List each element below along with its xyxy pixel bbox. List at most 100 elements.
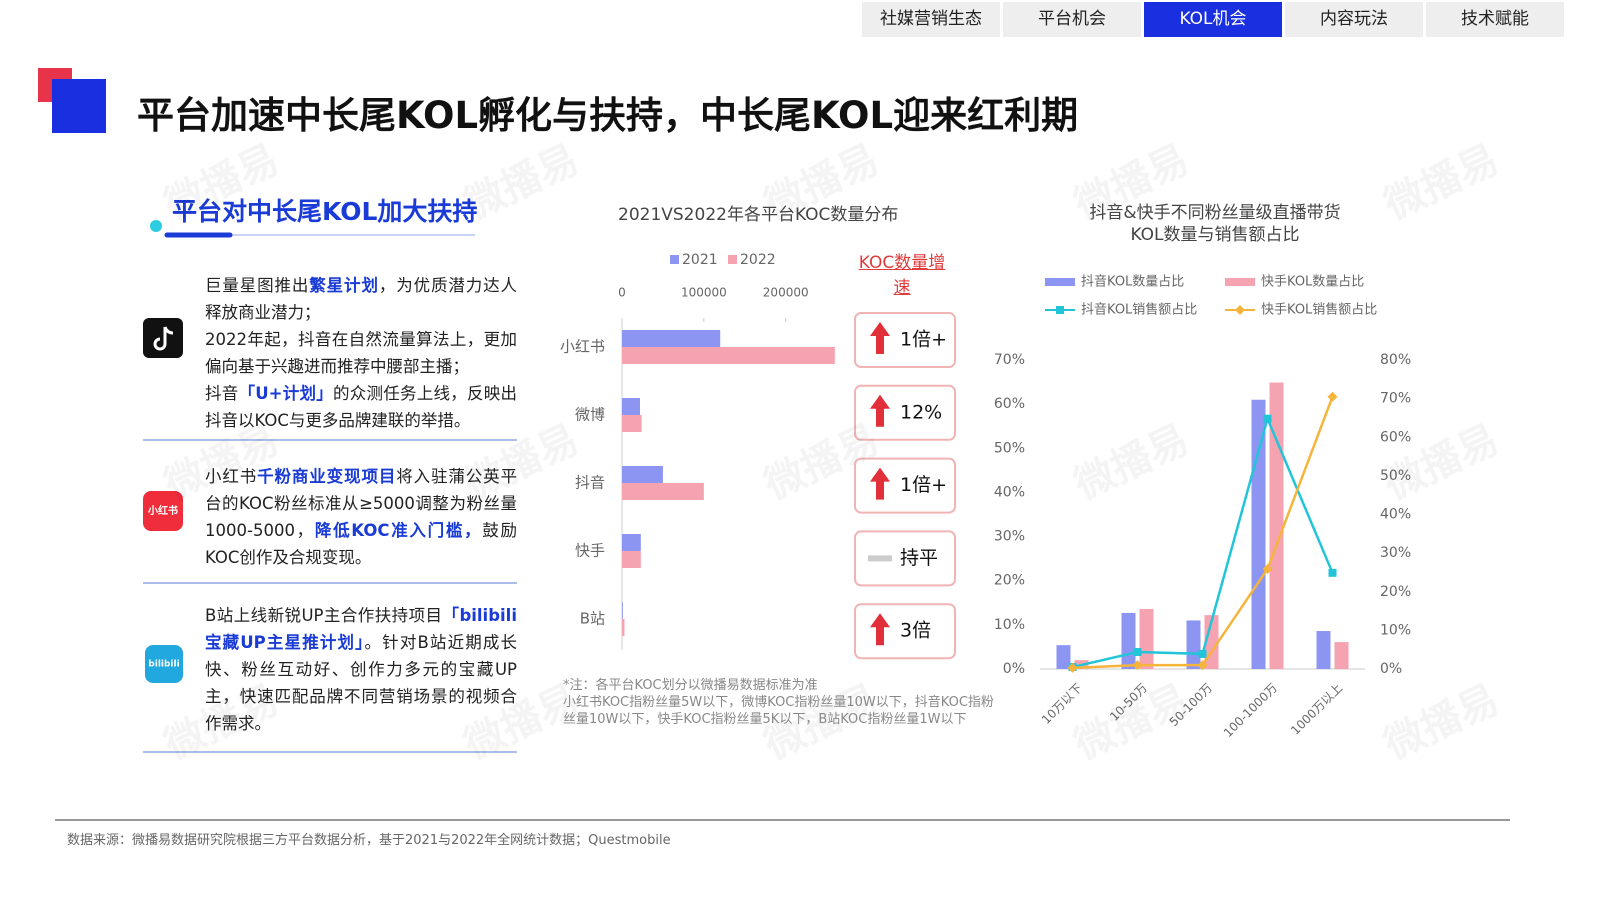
text-run: 繁星计划 bbox=[309, 276, 379, 295]
legend-label: 抖音KOL销售额占比 bbox=[1081, 302, 1197, 318]
text-run: 的众测任务上线，反映出抖音以KOC与更多品牌建联的举措。 bbox=[205, 384, 518, 430]
bar bbox=[622, 534, 641, 551]
marker bbox=[1263, 414, 1272, 423]
text-run: B站上线新锐UP主合作扶持项目 bbox=[205, 606, 443, 625]
y-tick-label: 70% bbox=[994, 352, 1025, 368]
text-run: 「bilibili宝藏UP主星推计划」 bbox=[205, 606, 517, 652]
y2-tick-label: 60% bbox=[1380, 429, 1411, 445]
growth-label: 1倍+ bbox=[900, 329, 947, 351]
text-run: 小红书 bbox=[205, 467, 258, 486]
up-arrow bbox=[870, 613, 890, 646]
nav-tab[interactable]: 社媒营销生态 bbox=[862, 2, 1000, 37]
x-tick-label: 200000 bbox=[763, 286, 809, 300]
text-run: 千粉商业变现项目 bbox=[257, 467, 397, 486]
item-text: 小红书千粉商业变现项目将入驻蒲公英平台的KOC粉丝标准从≥5000调整为粉丝量1… bbox=[205, 463, 517, 571]
legend-label: 快手KOL数量占比 bbox=[1261, 275, 1364, 290]
bar bbox=[622, 619, 625, 636]
text-run: 降低KOC准入门槛， bbox=[314, 521, 483, 540]
category-label: 小红书 bbox=[560, 338, 605, 356]
chart-title: 抖音&快手不同粉丝量级直播带货KOL数量与销售额占比 bbox=[1089, 203, 1341, 245]
text-run: 抖音 bbox=[205, 384, 239, 403]
marker bbox=[1198, 649, 1207, 658]
marker bbox=[1067, 662, 1078, 673]
chart-title: 2021VS2022年各平台KOC数量分布 bbox=[618, 205, 899, 225]
x-tick-label: 100-1000万 bbox=[1221, 681, 1280, 740]
up-arrow bbox=[870, 322, 890, 354]
item-text: B站上线新锐UP主合作扶持项目「bilibili宝藏UP主星推计划」。针对B站近… bbox=[205, 602, 517, 737]
marker bbox=[1056, 306, 1064, 314]
note: *注：各平台KOC划分以微播易数据标准为准 bbox=[563, 678, 818, 693]
bar bbox=[622, 483, 704, 500]
growth-label: 1倍+ bbox=[900, 474, 947, 496]
text-run: 。针对B站近期成长快、粉丝互动好、创作力多元的宝藏UP主，快速匹配品牌不同营销场… bbox=[205, 633, 517, 733]
bili-icon bbox=[145, 645, 183, 683]
y-tick-label: 10% bbox=[994, 617, 1025, 633]
marker bbox=[1262, 563, 1273, 574]
up-arrow bbox=[870, 467, 890, 500]
y-tick-label: 0% bbox=[1003, 661, 1025, 677]
item-text: 巨量星图推出繁星计划，为优质潜力达人释放商业潜力； 2022年起，抖音在自然流量算… bbox=[205, 272, 517, 434]
x-tick-label: 100000 bbox=[681, 286, 727, 300]
category-label: 微博 bbox=[575, 406, 605, 424]
legend-label: 2021 bbox=[682, 252, 718, 268]
icon-label: bilibili bbox=[148, 660, 179, 670]
y2-tick-label: 50% bbox=[1380, 468, 1411, 484]
nav-tab[interactable]: 内容玩法 bbox=[1285, 2, 1423, 37]
bar bbox=[1334, 642, 1349, 669]
growth-label: 12% bbox=[900, 401, 942, 423]
paragraph: 抖音「U+计划」的众测任务上线，反映出抖音以KOC与更多品牌建联的举措。 bbox=[205, 380, 517, 434]
y-tick-label: 60% bbox=[994, 396, 1025, 412]
y2-tick-label: 20% bbox=[1380, 584, 1411, 600]
growth-title: KOC数量增速 bbox=[858, 253, 946, 298]
paragraph: B站上线新锐UP主合作扶持项目「bilibili宝藏UP主星推计划」。针对B站近… bbox=[205, 602, 517, 737]
legend-label: 抖音KOL数量占比 bbox=[1081, 274, 1184, 290]
text-run: 「U+计划」 bbox=[238, 384, 333, 403]
footer: 数据来源：微播易数据研究院根据三方平台数据分析，基于2021与2022年全网统计… bbox=[67, 833, 671, 848]
legend-swatch bbox=[728, 255, 737, 264]
x-tick-label: 0 bbox=[618, 286, 626, 300]
note: 小红书KOC指粉丝量5W以下，微博KOC指粉丝量10W以下，抖音KOC指粉丝量1… bbox=[563, 695, 994, 727]
bar bbox=[1056, 645, 1071, 669]
text-run: 巨量星图推出 bbox=[205, 276, 310, 295]
bar bbox=[622, 398, 641, 415]
up-arrow bbox=[870, 394, 890, 427]
category-label: 抖音 bbox=[575, 474, 605, 492]
y-tick-label: 50% bbox=[994, 440, 1025, 456]
tiktok-icon bbox=[143, 318, 183, 358]
growth-label: 3倍 bbox=[900, 620, 931, 642]
dot bbox=[150, 220, 162, 232]
bar bbox=[622, 602, 623, 619]
bar bbox=[1139, 608, 1154, 669]
legend-label: 快手KOL销售额占比 bbox=[1261, 302, 1377, 318]
y2-tick-label: 70% bbox=[1380, 391, 1411, 407]
growth-label: 持平 bbox=[900, 547, 938, 569]
marker bbox=[1327, 391, 1338, 402]
bar bbox=[1186, 620, 1201, 669]
y2-tick-label: 0% bbox=[1380, 661, 1402, 677]
bar bbox=[622, 330, 721, 347]
section-heading: 平台对中长尾KOL加大扶持 bbox=[172, 197, 478, 226]
bar bbox=[622, 347, 835, 364]
marker bbox=[1328, 568, 1337, 577]
flat-mark bbox=[868, 555, 892, 562]
marker bbox=[1133, 648, 1142, 657]
x-tick-label: 1000万以上 bbox=[1288, 681, 1345, 738]
bar bbox=[622, 415, 642, 432]
nav-tab[interactable]: KOL机会 bbox=[1144, 2, 1282, 37]
y-tick-label: 20% bbox=[994, 573, 1025, 589]
icon-label: 小红书 bbox=[147, 504, 178, 517]
nav-tab[interactable]: 技术赋能 bbox=[1426, 2, 1564, 37]
paragraph: 巨量星图推出繁星计划，为优质潜力达人释放商业潜力； bbox=[205, 272, 517, 326]
nav-tab[interactable]: 平台机会 bbox=[1003, 2, 1141, 37]
text-run: ，为优质潜力达人释放商业潜力； bbox=[205, 276, 518, 322]
text-run: 将入驻蒲公英平台的KOC粉丝标准从≥5000调整为粉丝量1000-5000， bbox=[205, 467, 518, 540]
y2-tick-label: 40% bbox=[1380, 507, 1411, 523]
page-title: 平台加速中长尾KOL孵化与扶持，中长尾KOL迎来红利期 bbox=[137, 94, 1079, 137]
marker bbox=[1197, 660, 1208, 671]
paragraph: 小红书千粉商业变现项目将入驻蒲公英平台的KOC粉丝标准从≥5000调整为粉丝量1… bbox=[205, 463, 517, 571]
legend-swatch bbox=[1045, 278, 1075, 286]
bar bbox=[1316, 631, 1331, 669]
bar bbox=[1269, 382, 1284, 669]
